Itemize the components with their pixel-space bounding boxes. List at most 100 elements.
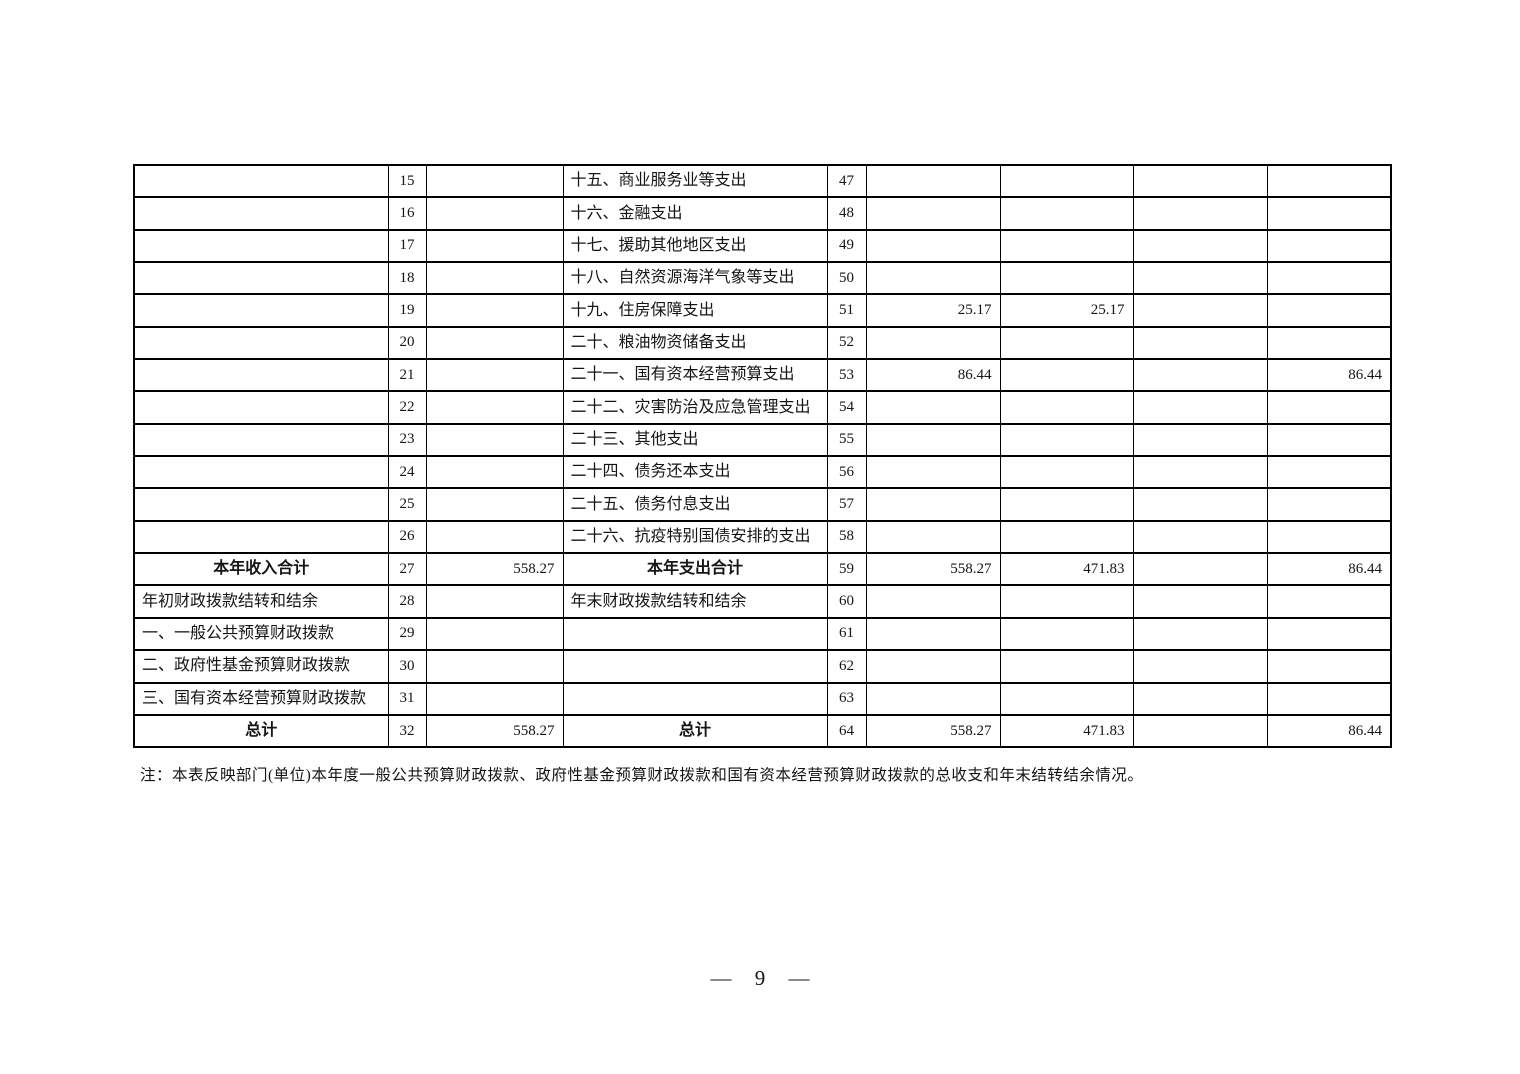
income-item-cell: 一、一般公共预算财政拨款 [133,616,389,652]
expense-general-public-budget-cell [999,519,1134,555]
income-line-no-cell: 21 [387,358,427,393]
expense-item-cell: 本年支出合计 [562,552,828,587]
expense-item-cell [562,649,828,684]
income-amount-cell [425,325,564,361]
expense-item-cell: 二十三、其他支出 [562,422,828,458]
expense-total-cell: 558.27 [865,552,1001,587]
expense-item-cell: 十六、金融支出 [562,196,828,231]
income-item-cell [133,390,389,425]
income-amount-cell [425,455,564,490]
expense-state-capital-cell [1266,390,1392,425]
expense-state-capital-cell [1266,422,1392,458]
income-amount-cell [425,163,564,199]
expense-total-cell [865,584,1001,619]
income-item-cell: 本年收入合计 [133,552,389,587]
expense-item-cell: 二十一、国有资本经营预算支出 [562,358,828,393]
income-line-no-cell: 27 [387,552,427,587]
expense-state-capital-cell: 86.44 [1266,552,1392,587]
expense-government-fund-cell [1132,325,1268,361]
expense-total-cell [865,163,1001,199]
expense-line-no-cell: 53 [826,358,867,393]
expense-government-fund-cell [1132,293,1268,328]
income-line-no-cell: 19 [387,293,427,328]
table-row: 21 二十一、国有资本经营预算支出 53 86.44 86.44 [133,358,1392,393]
expense-total-cell [865,649,1001,684]
expense-government-fund-cell [1132,163,1268,199]
expense-item-cell: 二十六、抗疫特别国债安排的支出 [562,519,828,555]
expense-state-capital-cell [1266,325,1392,361]
table-row: 二、政府性基金预算财政拨款 30 62 [133,649,1392,684]
income-amount-cell [425,487,564,522]
expense-item-cell: 二十五、债务付息支出 [562,487,828,522]
expense-line-no-cell: 52 [826,325,867,361]
table-row: 25 二十五、债务付息支出 57 [133,487,1392,522]
expense-government-fund-cell [1132,616,1268,652]
expense-item-cell: 二十、粮油物资储备支出 [562,325,828,361]
expense-total-cell [865,519,1001,555]
income-line-no-cell: 23 [387,422,427,458]
income-item-cell [133,196,389,231]
expense-government-fund-cell [1132,358,1268,393]
expense-general-public-budget-cell [999,228,1134,264]
expense-line-no-cell: 62 [826,649,867,684]
income-item-cell [133,163,389,199]
income-line-no-cell: 22 [387,390,427,425]
income-item-cell [133,487,389,522]
expense-line-no-cell: 59 [826,552,867,587]
expense-state-capital-cell [1266,228,1392,264]
expense-government-fund-cell [1132,196,1268,231]
expense-item-cell [562,616,828,652]
table-row: 20 二十、粮油物资储备支出 52 [133,325,1392,361]
expense-line-no-cell: 58 [826,519,867,555]
expense-general-public-budget-cell [999,681,1134,716]
expense-line-no-cell: 54 [826,390,867,425]
table-row: 19 十九、住房保障支出 51 25.17 25.17 [133,293,1392,328]
income-amount-cell [425,293,564,328]
income-item-cell [133,228,389,264]
income-line-no-cell: 30 [387,649,427,684]
income-amount-cell [425,196,564,231]
expense-line-no-cell: 47 [826,163,867,199]
expense-total-cell [865,422,1001,458]
expense-government-fund-cell [1132,713,1268,749]
expense-state-capital-cell [1266,519,1392,555]
table-row: 26 二十六、抗疫特别国债安排的支出 58 [133,519,1392,555]
table-row: 15 十五、商业服务业等支出 47 [133,163,1392,199]
income-item-cell [133,325,389,361]
expense-line-no-cell: 64 [826,713,867,749]
expense-total-cell: 86.44 [865,358,1001,393]
expense-general-public-budget-cell [999,455,1134,490]
income-line-no-cell: 16 [387,196,427,231]
expense-state-capital-cell [1266,261,1392,296]
expense-total-cell: 25.17 [865,293,1001,328]
income-line-no-cell: 20 [387,325,427,361]
expense-general-public-budget-cell: 25.17 [999,293,1134,328]
expense-state-capital-cell [1266,649,1392,684]
expense-total-cell [865,196,1001,231]
expense-general-public-budget-cell [999,261,1134,296]
income-item-cell [133,358,389,393]
income-amount-cell [425,390,564,425]
income-line-no-cell: 17 [387,228,427,264]
page-number: — 9 — [710,966,810,990]
expense-state-capital-cell [1266,681,1392,716]
income-line-no-cell: 28 [387,584,427,619]
expense-general-public-budget-cell [999,325,1134,361]
income-amount-cell [425,261,564,296]
expense-government-fund-cell [1132,552,1268,587]
income-amount-cell [425,519,564,555]
expense-item-cell: 二十二、灾害防治及应急管理支出 [562,390,828,425]
table-row: 23 二十三、其他支出 55 [133,422,1392,458]
expense-item-cell: 总计 [562,713,828,749]
expense-total-cell [865,228,1001,264]
income-amount-cell [425,649,564,684]
expense-government-fund-cell [1132,649,1268,684]
expense-general-public-budget-cell [999,358,1134,393]
income-amount-cell [425,681,564,716]
expense-state-capital-cell [1266,455,1392,490]
expense-government-fund-cell [1132,487,1268,522]
expense-total-cell [865,616,1001,652]
expense-total-cell [865,325,1001,361]
income-item-cell [133,422,389,458]
